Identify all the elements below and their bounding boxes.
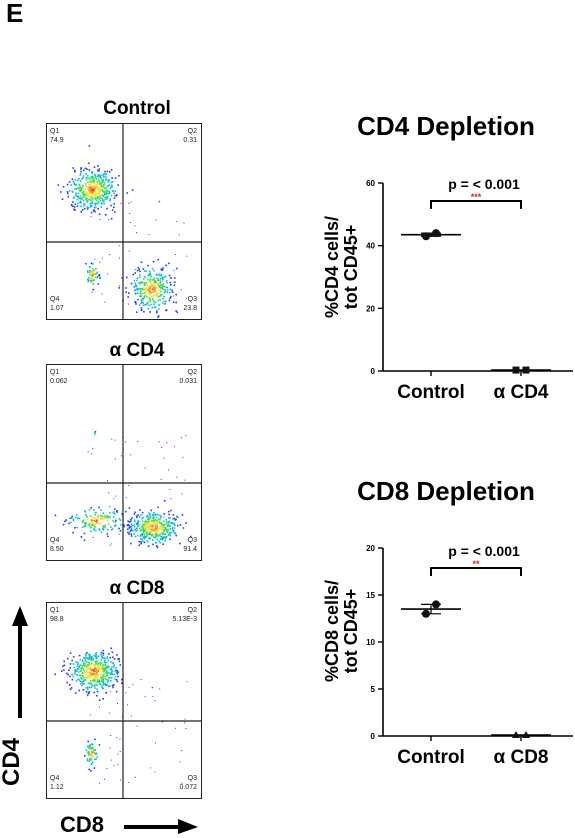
q2-label: Q2 — [187, 369, 197, 376]
y-tick-label: 5 — [371, 685, 376, 694]
q3-value: 23.8 — [183, 305, 197, 312]
q1-label: Q1 — [50, 128, 60, 135]
q2-label: Q2 — [187, 607, 197, 614]
y-tick-label: 20 — [366, 544, 375, 553]
q3-value: 0.072 — [179, 784, 197, 791]
q4-value: 1.07 — [50, 305, 64, 312]
flow-x-axis-label: CD8 — [60, 812, 105, 837]
flow-title-control: Control — [103, 98, 171, 119]
data-point — [522, 366, 530, 374]
data-point — [522, 731, 530, 739]
q3-label: Q3 — [187, 775, 197, 782]
significance-stars: *** — [471, 192, 482, 202]
q4-label: Q4 — [50, 296, 60, 303]
cd8-axis-arrow — [124, 819, 198, 834]
flow-title-acd8: α CD8 — [109, 578, 165, 599]
x-category-label: α CD8 — [494, 747, 549, 768]
data-point — [422, 232, 430, 241]
q4-value: 8.50 — [50, 546, 64, 553]
q3-label: Q3 — [187, 296, 197, 303]
y-tick-label: 10 — [366, 638, 375, 647]
chart2-title: CD8 Depletion — [357, 476, 535, 506]
significance-stars: ** — [472, 559, 480, 569]
y-tick-label: 40 — [366, 242, 375, 251]
q2-label: Q2 — [187, 128, 197, 135]
panel-letter: E — [6, 0, 24, 28]
q4-label: Q4 — [50, 537, 60, 544]
flow-y-axis-label: CD4 — [0, 738, 25, 787]
q1-label: Q1 — [50, 369, 60, 376]
q4-label: Q4 — [50, 775, 60, 782]
flow-title-acd4: α CD4 — [109, 340, 165, 361]
chart1-title: CD4 Depletion — [357, 111, 535, 141]
y-tick-label: 15 — [366, 591, 375, 600]
p-value-annotation: p = < 0.001 — [448, 176, 520, 192]
data-point — [432, 229, 440, 238]
p-value-annotation: p = < 0.001 — [448, 543, 520, 559]
y-tick-label: 60 — [366, 179, 375, 188]
x-category-label: α CD4 — [494, 382, 549, 403]
x-category-label: Control — [397, 747, 465, 768]
x-category-label: Control — [397, 382, 465, 403]
chart2-plot: 0 5 10 15 20 Control α CD8 p = < 0.001** — [366, 543, 573, 768]
q1-value: 0.062 — [50, 378, 68, 385]
data-point — [512, 731, 520, 739]
q2-value: 0.31 — [183, 137, 197, 144]
flow-density-acd8 — [47, 603, 201, 798]
q1-value: 74.9 — [50, 137, 64, 144]
flow-plot-acd4: Q1 0.062 Q2 0.031 Q4 8.50 Q3 91.4 — [46, 364, 202, 561]
flow-plot-acd8: Q1 98.8 Q2 5.13E-3 Q4 1.12 Q3 0.072 — [46, 602, 202, 799]
q1-label: Q1 — [50, 607, 60, 614]
y-tick-label: 0 — [371, 732, 376, 741]
data-point — [512, 366, 520, 374]
significance-bracket — [430, 200, 522, 209]
y-tick-label: 0 — [371, 367, 376, 376]
flow-plot-control: Q1 74.9 Q2 0.31 Q4 1.07 Q3 23.8 — [46, 123, 202, 320]
q2-value: 5.13E-3 — [172, 616, 197, 623]
cd4-axis-arrow — [12, 606, 28, 718]
q4-value: 1.12 — [50, 784, 64, 791]
q2-value: 0.031 — [179, 378, 197, 385]
chart1-plot: 0 20 40 60 Control α CD4 p = < 0.001*** — [366, 176, 573, 403]
flow-density-control — [47, 124, 201, 319]
flow-density-acd4 — [47, 365, 201, 560]
y-tick-label: 20 — [366, 304, 375, 313]
q1-value: 98.8 — [50, 616, 64, 623]
significance-bracket — [430, 567, 522, 576]
data-point — [432, 600, 440, 609]
q3-value: 91.4 — [183, 546, 197, 553]
data-point — [422, 609, 430, 618]
q3-label: Q3 — [187, 537, 197, 544]
